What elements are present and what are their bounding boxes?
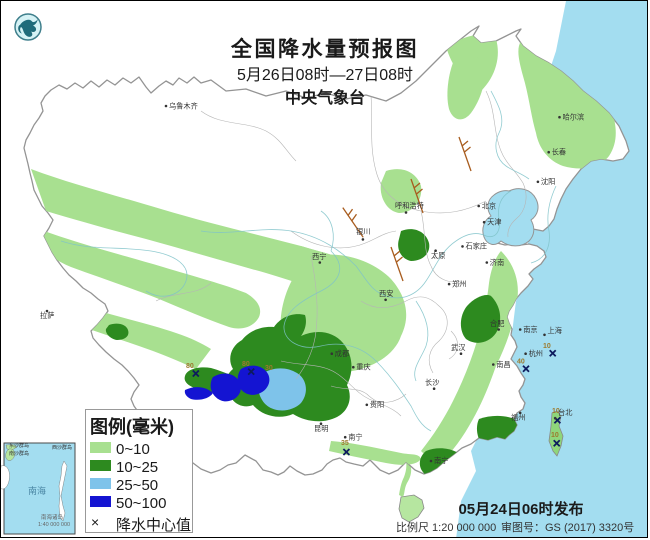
svg-text:10: 10 — [543, 343, 551, 350]
svg-text:东沙群岛: 东沙群岛 — [9, 442, 29, 449]
svg-text:西沙群岛: 西沙群岛 — [52, 444, 72, 451]
svg-text:长春: 长春 — [552, 148, 566, 157]
svg-text:成都: 成都 — [335, 349, 349, 358]
svg-text:重庆: 重庆 — [356, 363, 370, 372]
svg-text:80: 80 — [186, 363, 194, 370]
svg-text:天津: 天津 — [487, 218, 501, 227]
svg-text:南宁: 南宁 — [348, 433, 362, 442]
svg-text:武汉: 武汉 — [451, 343, 465, 352]
svg-text:太原: 太原 — [431, 251, 445, 260]
svg-text:南昌: 南昌 — [496, 360, 510, 369]
svg-text:昆明: 昆明 — [314, 424, 328, 433]
svg-text:30: 30 — [265, 365, 273, 372]
svg-text:沈阳: 沈阳 — [541, 177, 555, 186]
svg-text:呼和浩特: 呼和浩特 — [395, 201, 424, 210]
svg-text:贵阳: 贵阳 — [370, 400, 384, 409]
svg-text:南沙群岛: 南沙群岛 — [9, 450, 29, 457]
svg-text:郑州: 郑州 — [452, 279, 466, 288]
svg-text:哈尔滨: 哈尔滨 — [563, 113, 585, 122]
svg-text:北京: 北京 — [482, 201, 496, 210]
svg-text:台北: 台北 — [558, 408, 572, 417]
svg-text:银川: 银川 — [356, 227, 370, 236]
svg-text:10: 10 — [551, 432, 559, 439]
svg-text:长沙: 长沙 — [425, 378, 439, 387]
svg-text:西宁: 西宁 — [312, 252, 326, 261]
svg-text:南海诸岛: 南海诸岛 — [41, 513, 64, 521]
svg-text:合肥: 合肥 — [490, 319, 504, 328]
svg-text:杭州: 杭州 — [529, 349, 543, 358]
svg-text:南海: 南海 — [28, 485, 46, 496]
svg-text:80: 80 — [242, 361, 250, 368]
svg-text:福州: 福州 — [511, 413, 525, 422]
svg-text:南京: 南京 — [523, 325, 537, 334]
svg-text:上海: 上海 — [548, 326, 562, 335]
svg-text:西安: 西安 — [379, 289, 393, 298]
svg-text:拉萨: 拉萨 — [40, 311, 54, 320]
svg-text:济南: 济南 — [490, 258, 504, 267]
svg-text:南宁: 南宁 — [434, 456, 448, 465]
svg-text:40: 40 — [517, 359, 525, 366]
svg-text:石家庄: 石家庄 — [466, 242, 488, 251]
svg-text:1:40 000 000: 1:40 000 000 — [38, 522, 70, 528]
